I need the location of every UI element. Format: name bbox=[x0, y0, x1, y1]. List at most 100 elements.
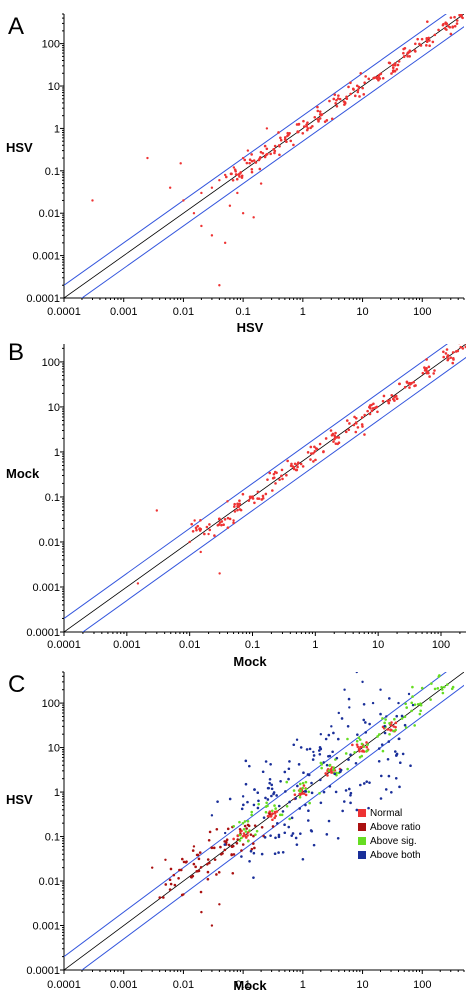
data-point bbox=[318, 113, 322, 116]
data-point bbox=[241, 821, 245, 825]
data-point bbox=[260, 852, 264, 856]
data-point bbox=[312, 843, 316, 847]
data-point bbox=[416, 703, 420, 706]
data-point bbox=[168, 888, 172, 891]
data-point bbox=[449, 356, 453, 359]
data-point bbox=[306, 451, 310, 454]
data-point bbox=[236, 838, 240, 841]
data-point bbox=[381, 749, 385, 753]
data-point bbox=[429, 698, 432, 701]
data-point bbox=[264, 760, 268, 763]
data-point bbox=[358, 738, 362, 741]
data-point bbox=[355, 739, 359, 743]
data-point bbox=[323, 120, 327, 123]
data-point bbox=[425, 44, 428, 47]
data-point bbox=[458, 344, 461, 345]
data-point bbox=[386, 757, 390, 761]
data-point bbox=[271, 476, 275, 480]
data-point bbox=[246, 800, 249, 804]
data-point bbox=[394, 728, 397, 732]
data-point bbox=[310, 829, 314, 833]
data-point bbox=[162, 896, 165, 899]
data-point bbox=[233, 502, 236, 506]
panel-b: B Mock Mock 0.0001 0.001 0.01 0.1 1 10 100 0.00… bbox=[6, 339, 466, 669]
data-point bbox=[273, 812, 277, 815]
data-point bbox=[281, 477, 284, 481]
legend-label: Above sig. bbox=[370, 836, 417, 847]
data-point bbox=[322, 790, 326, 794]
data-point bbox=[408, 50, 412, 53]
data-point bbox=[356, 426, 360, 429]
data-point bbox=[404, 702, 407, 706]
data-point bbox=[277, 804, 281, 808]
y-tick-label: 1 bbox=[54, 447, 60, 459]
data-point bbox=[366, 749, 369, 752]
data-point bbox=[388, 721, 391, 725]
data-point bbox=[337, 441, 341, 445]
data-point bbox=[273, 144, 277, 148]
data-point bbox=[182, 893, 185, 896]
data-point bbox=[257, 497, 261, 500]
data-point bbox=[195, 528, 198, 532]
x-tick-label: 0.01 bbox=[173, 979, 194, 991]
data-point bbox=[349, 793, 352, 797]
data-point bbox=[443, 685, 446, 689]
x-tick-label: 1 bbox=[312, 639, 318, 651]
x-tick-label: 0.01 bbox=[173, 306, 194, 318]
data-point bbox=[295, 843, 299, 846]
data-point bbox=[304, 803, 307, 807]
data-point bbox=[348, 787, 351, 791]
data-point bbox=[375, 76, 378, 79]
data-point bbox=[289, 139, 293, 143]
data-point bbox=[382, 394, 386, 398]
data-point bbox=[407, 692, 411, 696]
data-point bbox=[206, 870, 210, 874]
data-point bbox=[319, 801, 323, 805]
data-point bbox=[206, 858, 210, 861]
data-point bbox=[199, 518, 202, 522]
data-point bbox=[451, 26, 454, 29]
data-point bbox=[449, 32, 453, 36]
data-point bbox=[252, 851, 256, 855]
data-point bbox=[228, 204, 232, 207]
plot-area bbox=[64, 672, 464, 970]
legend-label: Above both bbox=[370, 850, 421, 861]
data-point bbox=[301, 857, 305, 861]
data-point bbox=[295, 468, 299, 472]
data-point bbox=[206, 877, 210, 881]
data-point bbox=[216, 800, 219, 803]
data-point bbox=[276, 822, 279, 825]
data-point bbox=[238, 175, 241, 178]
data-point bbox=[244, 830, 248, 833]
data-point bbox=[219, 853, 223, 856]
data-point bbox=[344, 789, 348, 792]
data-point bbox=[409, 764, 412, 768]
data-point bbox=[253, 846, 256, 850]
data-point bbox=[254, 833, 257, 836]
data-point bbox=[390, 72, 393, 75]
data-point bbox=[253, 501, 256, 505]
data-point bbox=[372, 402, 375, 406]
y-tick-label: 1 bbox=[54, 123, 60, 135]
data-point bbox=[376, 735, 379, 738]
data-point bbox=[464, 344, 466, 345]
data-point bbox=[283, 823, 286, 827]
data-point bbox=[217, 517, 221, 521]
data-point bbox=[412, 380, 416, 384]
data-point bbox=[268, 810, 272, 813]
data-point bbox=[197, 869, 201, 873]
data-point bbox=[270, 809, 274, 813]
data-point bbox=[452, 357, 455, 360]
legend-swatch bbox=[358, 851, 366, 859]
data-point bbox=[433, 33, 437, 37]
data-point bbox=[304, 787, 308, 791]
data-point bbox=[194, 526, 198, 530]
data-point bbox=[355, 743, 359, 746]
data-point bbox=[362, 782, 366, 785]
data-point bbox=[397, 737, 401, 741]
data-point bbox=[345, 95, 348, 99]
data-point bbox=[269, 763, 272, 766]
legend-label: Above ratio bbox=[370, 822, 421, 833]
data-point bbox=[419, 44, 423, 47]
data-point bbox=[290, 816, 294, 820]
